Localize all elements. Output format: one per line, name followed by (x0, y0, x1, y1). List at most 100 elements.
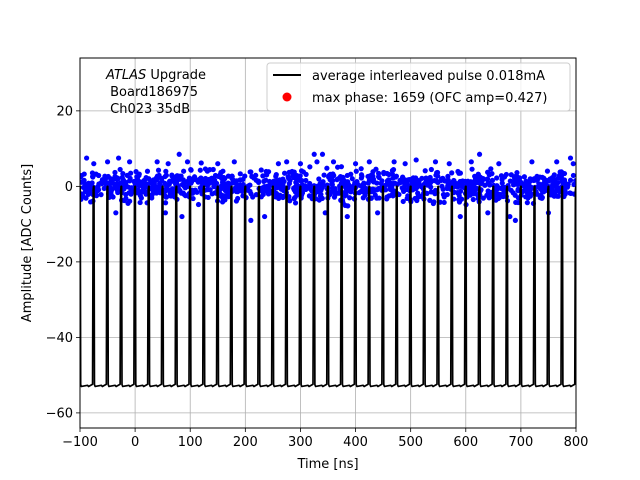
sample-point-outlier (485, 210, 491, 216)
sample-point-outlier (375, 210, 381, 216)
sample-point (348, 171, 354, 177)
sample-point (292, 200, 299, 206)
sample-point (372, 192, 378, 198)
sample-point (335, 176, 341, 182)
sample-point (128, 191, 134, 197)
sample-point (391, 191, 397, 197)
sample-point-outlier (115, 155, 122, 161)
sample-point (375, 170, 382, 176)
sample-point-outlier (91, 161, 97, 167)
sample-point (285, 174, 291, 180)
sample-point (485, 191, 491, 197)
sample-point (168, 190, 174, 196)
sample-point (427, 174, 433, 181)
sample-point (335, 164, 341, 170)
sample-point-outlier (198, 160, 204, 166)
sample-point (385, 177, 391, 184)
sample-point (199, 177, 205, 183)
sample-point (358, 166, 364, 172)
sample-point (445, 173, 451, 179)
sample-point (345, 203, 351, 209)
sample-point (112, 175, 118, 181)
sample-point (260, 191, 266, 198)
sample-point (469, 166, 475, 172)
sample-point (173, 181, 179, 187)
sample-point (212, 190, 218, 196)
sample-point (159, 175, 165, 182)
sample-point (169, 172, 175, 178)
sample-point (287, 198, 293, 204)
sample-point (276, 195, 282, 202)
sample-point (441, 192, 447, 198)
sample-point-outlier (570, 161, 576, 167)
sample-point (550, 181, 556, 187)
sample-point (428, 166, 434, 173)
sample-point (533, 177, 539, 183)
sample-point (319, 180, 325, 187)
sample-point (338, 164, 345, 170)
sample-point (136, 171, 142, 177)
sample-point (220, 180, 226, 186)
sample-point (421, 182, 427, 188)
sample-point (182, 185, 188, 191)
sample-point (317, 184, 324, 191)
sample-point (237, 171, 243, 177)
sample-point (438, 177, 444, 184)
sample-point (316, 176, 322, 182)
average-pulse-line (80, 185, 576, 388)
sample-point (487, 182, 493, 188)
sample-point (507, 178, 513, 184)
sample-point (416, 182, 422, 188)
sample-point-outlier (507, 213, 513, 220)
y-tick-label: −60 (46, 406, 73, 421)
sample-point (555, 180, 561, 186)
sample-point-outlier (215, 161, 221, 167)
sample-point (524, 182, 530, 188)
sample-point (134, 178, 141, 184)
y-tick-label: 20 (56, 104, 73, 119)
sample-point (162, 200, 169, 206)
sample-point (253, 177, 259, 183)
sample-point (149, 192, 155, 198)
sample-point (571, 181, 576, 188)
annotation-line-3: Ch023 35dB (106, 102, 190, 117)
x-tick-label: 400 (343, 435, 368, 450)
x-tick-label: 300 (288, 435, 313, 450)
sample-point (150, 186, 156, 192)
sample-point (413, 175, 419, 181)
sample-point (376, 195, 382, 201)
sample-point (273, 171, 279, 178)
sample-point (349, 176, 355, 182)
sample-point-outlier (567, 155, 574, 161)
sample-point (265, 185, 272, 191)
sample-point (93, 193, 100, 199)
sample-point (109, 187, 115, 193)
x-tick-label: −100 (62, 435, 98, 450)
sample-point (400, 198, 406, 205)
sample-point (381, 171, 387, 177)
sample-point (209, 175, 215, 181)
sample-point (397, 180, 403, 186)
sample-point (106, 181, 112, 187)
legend-label-average-pulse: average interleaved pulse 0.018mA (312, 69, 545, 84)
sample-point (120, 177, 127, 183)
sample-point (341, 178, 347, 184)
sample-point (127, 198, 133, 204)
sample-point (374, 180, 380, 186)
sample-point (514, 169, 520, 176)
sample-point (402, 182, 408, 188)
sample-point-outlier (352, 161, 359, 167)
sample-point (125, 184, 131, 190)
sample-point (218, 186, 224, 192)
sample-point (458, 188, 464, 194)
sample-point (277, 177, 283, 183)
sample-point (249, 173, 255, 180)
sample-point (326, 174, 332, 180)
sample-point (445, 183, 451, 189)
sample-point (360, 195, 366, 201)
sample-point (197, 167, 203, 173)
sample-point-outlier (162, 210, 169, 216)
sample-point (549, 185, 555, 191)
sample-point (89, 180, 95, 186)
sample-point (431, 178, 438, 184)
